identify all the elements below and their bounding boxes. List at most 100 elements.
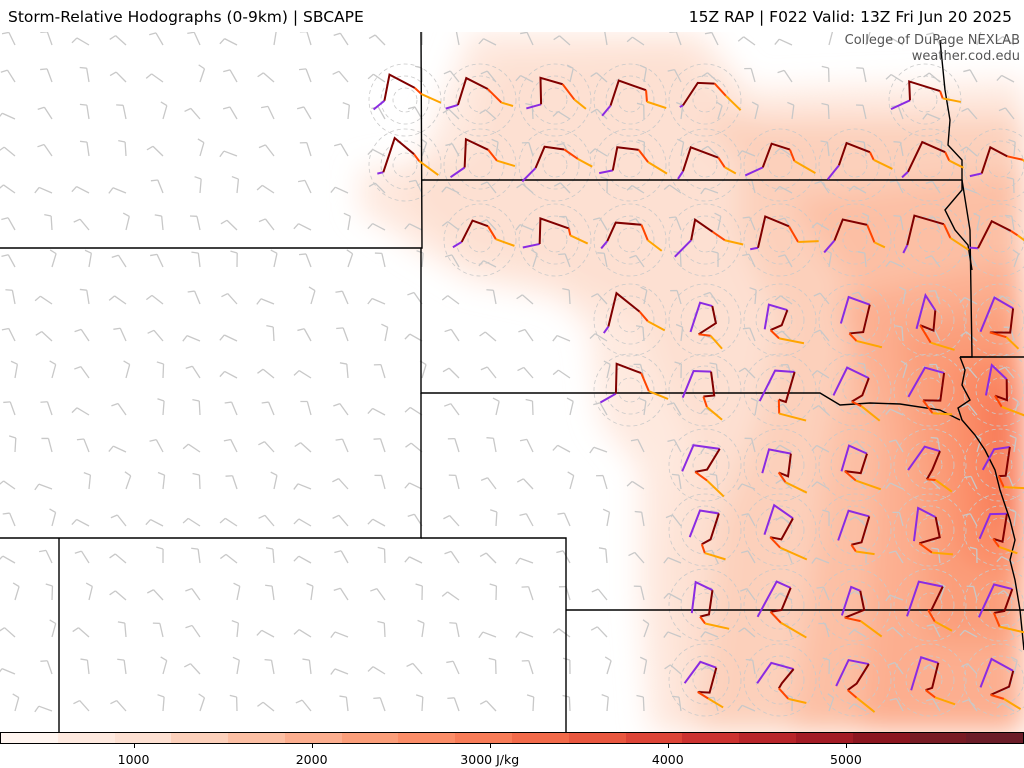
wind-barb xyxy=(219,370,238,379)
colorbar-segment xyxy=(512,733,569,743)
wind-barb xyxy=(961,663,978,675)
hodograph-range-rings xyxy=(593,283,667,357)
wind-barb xyxy=(701,145,719,157)
wind-barb xyxy=(488,657,497,675)
hodograph xyxy=(744,142,816,177)
wind-barb xyxy=(774,592,793,601)
wind-barb xyxy=(334,143,349,157)
wind-barb xyxy=(187,290,201,305)
wind-barb xyxy=(1008,139,1016,157)
hodograph-range-rings xyxy=(668,428,742,502)
wind-barb xyxy=(1,217,16,231)
wind-barb xyxy=(996,74,1015,83)
wind-barb xyxy=(478,631,497,639)
wind-barb xyxy=(603,360,611,379)
colorbar-segment xyxy=(852,733,910,743)
wind-barb xyxy=(857,251,867,268)
wind-barb xyxy=(926,698,941,712)
wind-barb xyxy=(642,619,650,638)
wind-barb xyxy=(113,327,127,342)
wind-barb xyxy=(160,656,168,675)
wind-barb xyxy=(821,102,830,120)
wind-barb xyxy=(34,483,53,491)
wind-barb xyxy=(566,64,574,83)
wind-barb xyxy=(219,38,238,46)
wind-barb xyxy=(930,436,941,453)
wind-barb xyxy=(740,588,756,601)
wind-barb xyxy=(346,249,354,268)
hodograph xyxy=(981,446,1024,490)
wind-barb xyxy=(335,290,349,305)
wind-barb xyxy=(332,514,349,527)
wind-barb xyxy=(888,550,904,564)
wind-barb xyxy=(480,70,497,83)
wind-barb xyxy=(639,656,648,675)
wind-barb xyxy=(273,32,277,46)
wind-barb xyxy=(738,627,756,638)
wind-barb xyxy=(626,480,645,490)
colorbar-segment xyxy=(966,733,1024,743)
wind-barb xyxy=(521,141,534,157)
wind-barb xyxy=(856,67,867,83)
wind-barb xyxy=(668,216,682,231)
wind-barb xyxy=(744,67,756,83)
wind-barb xyxy=(146,589,164,601)
wind-barb xyxy=(256,184,275,194)
wind-barb xyxy=(192,398,201,416)
wind-barb xyxy=(342,102,350,120)
wind-barb xyxy=(225,475,238,490)
wind-barb xyxy=(219,334,238,342)
wind-barb xyxy=(444,550,460,564)
wind-barb xyxy=(827,693,835,712)
wind-barb xyxy=(45,583,54,601)
wind-barb xyxy=(219,553,238,564)
colorbar-segment xyxy=(625,733,683,743)
colorbar-segment xyxy=(455,733,513,743)
wind-barb xyxy=(441,186,460,194)
wind-barb xyxy=(406,662,423,675)
colorbar-ticks: 1000 2000 3000 J/kg 4000 5000 xyxy=(0,744,1024,768)
wind-barb xyxy=(367,666,386,675)
wind-barb xyxy=(828,32,834,46)
wind-barb xyxy=(998,366,1015,379)
wind-barb xyxy=(270,471,278,490)
wind-barb xyxy=(888,661,904,675)
wind-barb xyxy=(0,555,16,564)
wind-barb xyxy=(49,249,57,268)
wind-barb xyxy=(84,249,93,268)
hodograph xyxy=(979,657,1022,710)
wind-barb xyxy=(184,663,201,675)
hodograph xyxy=(978,512,1018,555)
wind-barb xyxy=(927,216,941,231)
wind-barb xyxy=(709,473,719,490)
wind-barb xyxy=(923,72,941,83)
hodograph xyxy=(599,362,669,404)
hodograph xyxy=(979,296,1020,350)
wind-barb xyxy=(750,397,759,416)
colorbar-segment xyxy=(739,733,796,743)
hodograph-range-rings xyxy=(593,203,667,277)
colorbar-segment xyxy=(1,733,58,743)
wind-barb xyxy=(446,660,460,675)
wind-barb xyxy=(931,547,941,564)
wind-barb xyxy=(745,658,756,675)
wind-barb xyxy=(447,697,460,712)
wind-barb xyxy=(521,586,534,601)
wind-barb xyxy=(299,141,312,157)
hodograph xyxy=(763,303,805,345)
header-bar: Storm-Relative Hodographs (0-9km) | SBCA… xyxy=(0,0,1024,33)
hodograph-range-rings xyxy=(743,643,817,717)
wind-barb xyxy=(339,695,349,712)
hodograph xyxy=(677,145,737,180)
wind-barb xyxy=(787,101,795,120)
wind-barb xyxy=(34,705,53,713)
wind-barb xyxy=(559,215,571,231)
wind-barb xyxy=(590,72,608,83)
wind-barb xyxy=(1010,656,1018,675)
wind-barb xyxy=(0,69,16,83)
wind-barb xyxy=(187,32,201,46)
wind-barb xyxy=(850,441,867,453)
wind-barb xyxy=(416,250,424,268)
wind-barb xyxy=(421,32,423,46)
colorbar-segment xyxy=(398,733,456,743)
